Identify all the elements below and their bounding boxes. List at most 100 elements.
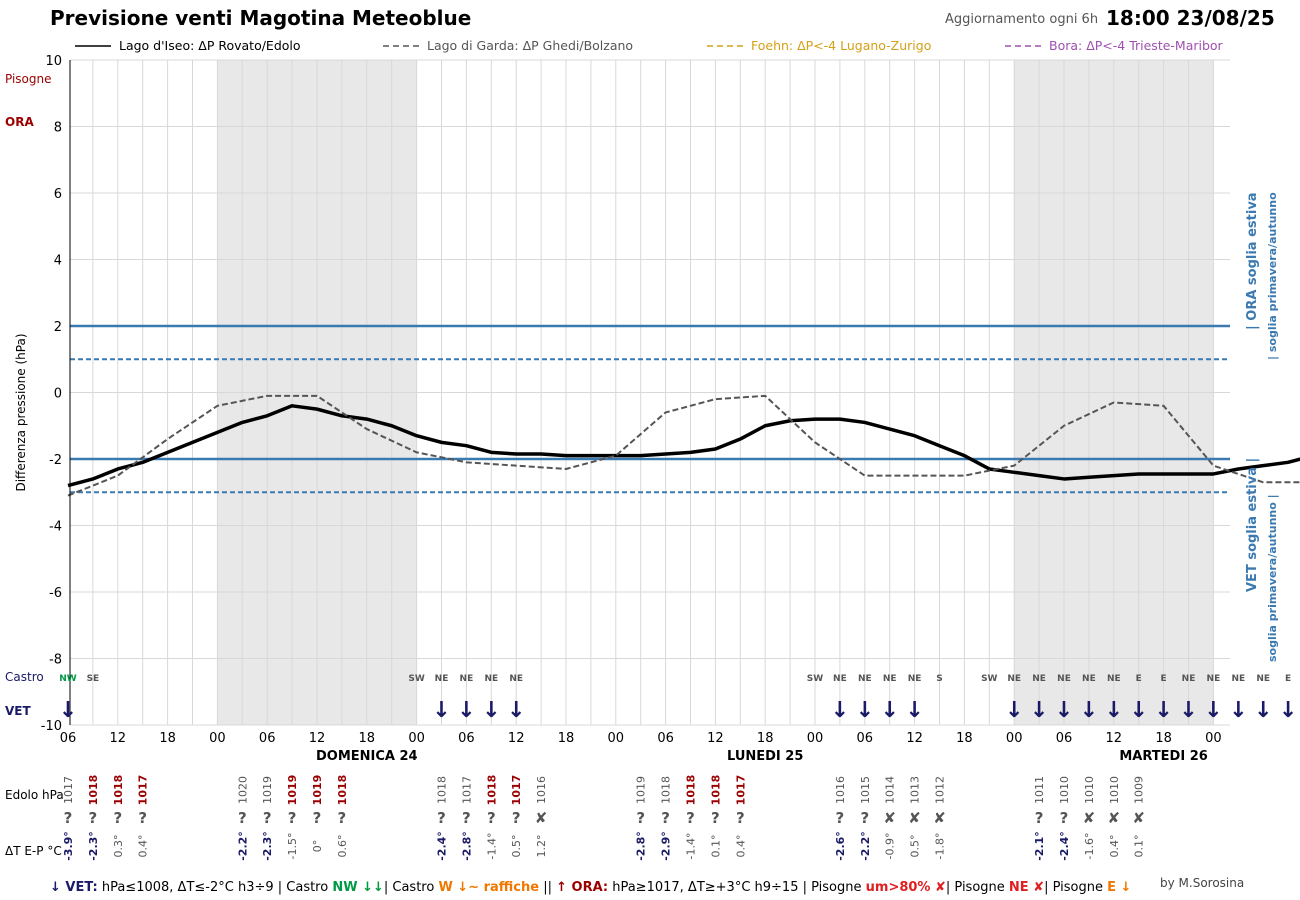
pisogne-mark: ✘ bbox=[1083, 809, 1096, 827]
vet-arrow: ↓ bbox=[432, 698, 450, 723]
pisogne-mark: ✘ bbox=[933, 809, 946, 827]
delta-t: -0.9° bbox=[884, 833, 897, 860]
pisogne-mark: ✘ bbox=[883, 809, 896, 827]
footer-part: ↓ VET: bbox=[50, 880, 98, 895]
edolo-hpa: 1012 bbox=[934, 776, 947, 804]
x-tick-label: 12 bbox=[906, 731, 923, 746]
edolo-hpa: 1018 bbox=[709, 775, 722, 806]
pisogne-mark: ? bbox=[64, 809, 73, 827]
update-note: Aggiornamento ogni 6h bbox=[945, 12, 1099, 27]
pisogne-mark: ? bbox=[860, 809, 869, 827]
vet-arrow: ↓ bbox=[1204, 698, 1222, 723]
x-tick-label: 12 bbox=[508, 731, 525, 746]
castro-wind-dir: NE bbox=[1107, 674, 1121, 684]
footer-part: | Castro bbox=[384, 880, 439, 895]
pisogne-mark: ? bbox=[487, 809, 496, 827]
grid bbox=[70, 59, 1230, 726]
delta-t: 0.6° bbox=[336, 835, 349, 858]
delta-t: -3.9° bbox=[62, 831, 75, 861]
edolo-hpa: 1019 bbox=[635, 776, 648, 804]
pisogne-mark: ? bbox=[338, 809, 347, 827]
iseo-line bbox=[67, 404, 1300, 488]
pisogne-mark: ✘ bbox=[1132, 809, 1145, 827]
footer-part: E ↓ bbox=[1107, 880, 1131, 895]
edolo-hpa: 1020 bbox=[236, 776, 249, 804]
series-lines bbox=[67, 394, 1300, 497]
day-label: LUNEDI 25 bbox=[727, 749, 803, 764]
castro-wind-dir: NE bbox=[1207, 674, 1221, 684]
edolo-hpa: 1018 bbox=[112, 775, 125, 806]
castro-wind-dir: SW bbox=[807, 674, 823, 684]
day-label: DOMENICA 24 bbox=[316, 749, 418, 764]
footer-part: ↑ ORA: bbox=[556, 880, 608, 895]
vet-arrow: ↓ bbox=[1229, 698, 1247, 723]
vet-arrow: ↓ bbox=[905, 698, 923, 723]
footer-part: || bbox=[539, 880, 556, 895]
vet-arrow: ↓ bbox=[59, 698, 77, 723]
castro-wind-dir: NE bbox=[883, 674, 897, 684]
edolo-hpa: 1010 bbox=[1083, 776, 1096, 804]
delta-t: -1.8° bbox=[934, 833, 947, 860]
legend-label: Foehn: ΔP<-4 Lugano-Zurigo bbox=[751, 38, 931, 53]
x-tick-label: 18 bbox=[757, 731, 774, 746]
castro-wind-dir: NE bbox=[1082, 674, 1096, 684]
edolo-hpa: 1018 bbox=[685, 775, 698, 806]
vet-arrow: ↓ bbox=[880, 698, 898, 723]
castro-label: Castro bbox=[5, 670, 44, 684]
castro-wind-dir: NE bbox=[484, 674, 498, 684]
delta-t: 0° bbox=[311, 840, 324, 853]
credit: by M.Sorosina bbox=[1160, 876, 1245, 890]
threshold-label-vet-spring: soglia primavera/autunno | bbox=[1266, 494, 1279, 662]
castro-wind-dir: NE bbox=[1057, 674, 1071, 684]
castro-wind-dir: E bbox=[1136, 674, 1142, 684]
castro-wind-dir: E bbox=[1285, 674, 1291, 684]
page-title: Previsione venti Magotina Meteoblue bbox=[50, 6, 472, 30]
axes: -10 -8 -6 -4 -2 0 2 4 6 8 10 Differenza pressione (… bbox=[5, 54, 1279, 764]
castro-wind-dir: NE bbox=[833, 674, 847, 684]
y-tick-label: -10 bbox=[41, 719, 62, 734]
x-tick-label: 12 bbox=[309, 731, 326, 746]
delta-t: -2.2° bbox=[859, 831, 872, 861]
edolo-hpa: 1011 bbox=[1033, 776, 1046, 804]
vet-arrow: ↓ bbox=[1254, 698, 1272, 723]
x-tick-label: 06 bbox=[458, 731, 475, 746]
delta-t: 0.4° bbox=[734, 835, 747, 858]
pisogne-mark: ? bbox=[636, 809, 645, 827]
delta-t: -1.5° bbox=[286, 833, 299, 860]
castro-wind-dir: SW bbox=[408, 674, 424, 684]
x-tick-label: 12 bbox=[110, 731, 127, 746]
delta-t: 1.2° bbox=[535, 835, 548, 858]
x-tick-label: 06 bbox=[259, 731, 276, 746]
pisogne-mark: ? bbox=[736, 809, 745, 827]
edolo-hpa: 1018 bbox=[87, 775, 100, 806]
y-tick-label: 4 bbox=[54, 254, 62, 269]
pisogne-mark: ? bbox=[263, 809, 272, 827]
y-tick-label: 6 bbox=[54, 187, 62, 202]
x-tick-label: 06 bbox=[657, 731, 674, 746]
delta-t: -2.3° bbox=[87, 831, 100, 861]
x-tick-label: 12 bbox=[707, 731, 724, 746]
pisogne-mark: ? bbox=[462, 809, 471, 827]
delta-t: -2.8° bbox=[460, 831, 473, 861]
x-tick-label: 00 bbox=[408, 731, 425, 746]
delta-t: -2.3° bbox=[261, 831, 274, 861]
x-tick-label: 18 bbox=[159, 731, 176, 746]
y-tick-label: -6 bbox=[49, 586, 62, 601]
vet-arrow: ↓ bbox=[1179, 698, 1197, 723]
pisogne-mark: ✘ bbox=[908, 809, 921, 827]
pisogne-mark: ? bbox=[836, 809, 845, 827]
x-tick-label: 00 bbox=[1205, 731, 1222, 746]
pisogne-mark: ? bbox=[686, 809, 695, 827]
dt-label: ΔT E-P °C bbox=[5, 844, 62, 858]
y-tick-label: 2 bbox=[54, 320, 62, 335]
y-tick-label: 10 bbox=[45, 54, 62, 69]
pisogne-mark: ? bbox=[711, 809, 720, 827]
edolo-hpa: 1016 bbox=[834, 776, 847, 804]
vet-arrow: ↓ bbox=[507, 698, 525, 723]
vet-label: VET bbox=[5, 704, 31, 718]
castro-wind-dir: NE bbox=[1032, 674, 1046, 684]
footer-part: W ↓∼ raffiche bbox=[438, 880, 539, 895]
x-tick-label: 06 bbox=[1056, 731, 1073, 746]
threshold-lines bbox=[70, 324, 1230, 494]
x-tick-label: 06 bbox=[60, 731, 77, 746]
